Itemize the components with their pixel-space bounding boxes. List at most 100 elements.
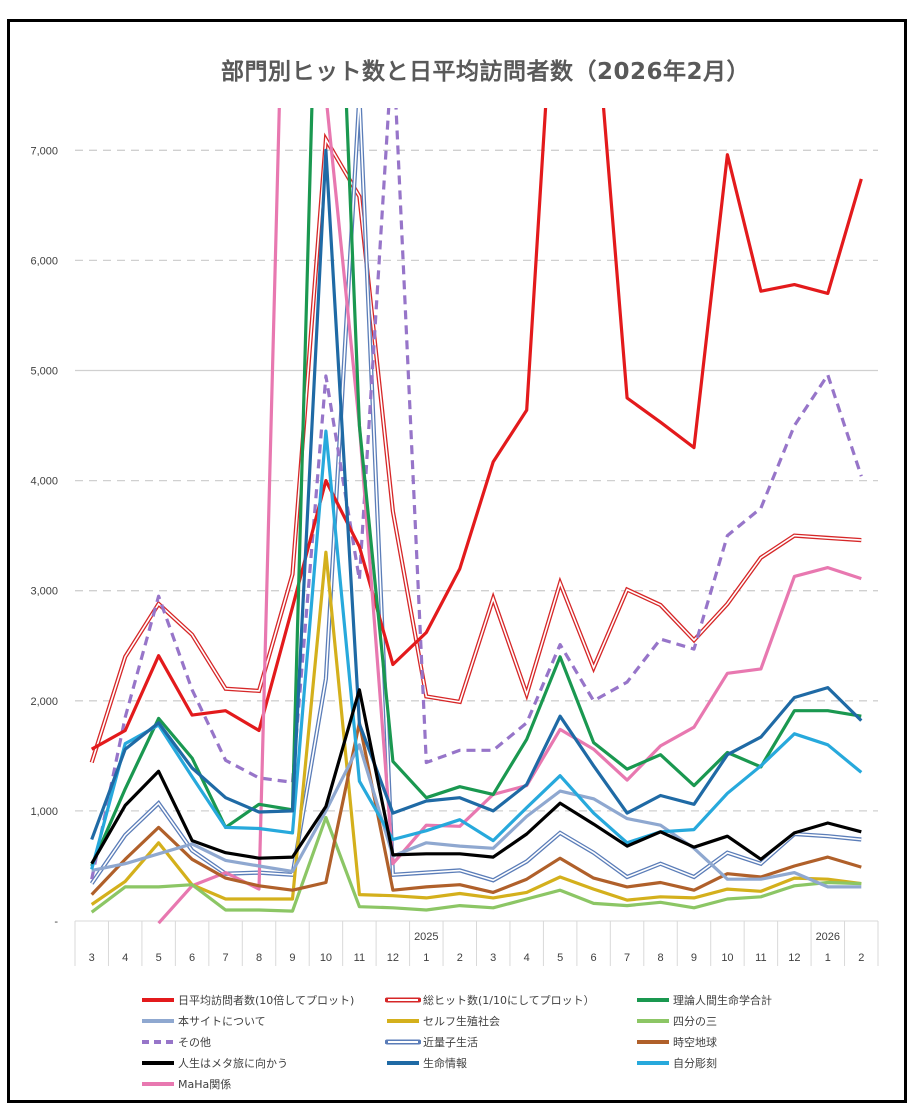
legend-label: 人生はメタ旅に向かう [178,1057,288,1070]
legend-swatch [637,998,669,1002]
series-line [90,815,862,914]
y-tick-label: 7,000 [30,145,58,157]
legend-swatch [637,1019,669,1023]
legend-swatch [387,1019,419,1023]
legend-label: その他 [178,1036,211,1049]
y-tick-label: - [54,916,58,928]
legend-swatch [142,1082,174,1086]
series-line-outer [89,108,862,885]
legend-swatch [387,1061,419,1065]
y-axis: - 1,000 2,000 3,000 4,000 5,000 6,000 7,000 [30,145,58,928]
x-tick-label: 7 [624,952,630,964]
legend-item: セルフ生殖社会 [385,1011,500,1031]
x-tick-label: 8 [657,952,663,964]
y-tick-label: 4,000 [30,476,58,488]
legend-label: 時空地球 [673,1036,717,1049]
x-tick-label: 11 [755,952,766,964]
y-tick-label: 2,000 [30,696,58,708]
x-tick-label: 5 [156,952,162,964]
x-tick-label: 9 [289,952,295,964]
series-7 [89,108,862,885]
x-tick-label: 4 [122,952,128,964]
series-10 [90,148,863,841]
x-tick-label: 6 [591,952,597,964]
x-tick-label: 10 [320,952,332,964]
y-tick-label: 5,000 [30,366,58,378]
legend-swatch [142,1061,174,1065]
x-tick-label: 4 [524,952,530,964]
series-0 [90,108,863,751]
y-tick-label: 6,000 [30,255,58,267]
series-line [90,721,862,896]
legend-label: 理論人間生命学合計 [673,994,772,1007]
x-tick-label: 1 [825,952,831,964]
legend-swatch [142,998,174,1002]
x-tick-label: 5 [557,952,563,964]
series-line-inner [91,108,862,885]
series-line [90,550,862,906]
series-line [90,108,863,880]
x-tick-label: 8 [256,952,262,964]
legend-item: 本サイトについて [140,1011,266,1031]
legend-label: MaHa関係 [178,1078,232,1091]
x-tick-label: 3 [490,952,496,964]
x-tick-label: 9 [691,952,697,964]
series-3 [91,743,862,889]
x-tick-label: 7 [223,952,229,964]
legend-item: 人生はメタ旅に向かう [140,1053,288,1073]
series-11 [90,429,863,870]
legend-item: その他 [140,1032,211,1052]
legend-item: 近量子生活 [385,1032,478,1052]
x-tick-label: 2 [858,952,864,964]
legend-label: 総ヒット数(1/10にしてプロット） [423,994,595,1007]
x-tick-label: 11 [354,952,365,964]
x-tick-label: 6 [189,952,195,964]
x-year-label: 2025 [414,931,438,943]
series-line [90,108,863,751]
legend-swatch [385,1039,421,1045]
x-tick-label: 12 [387,952,399,964]
legend-item: 自分彫刻 [635,1053,717,1073]
series-line [90,688,862,865]
series-12 [157,108,862,925]
series-line [157,108,862,925]
legend-swatch [385,997,421,1003]
legend-label: 日平均訪問者数(10倍してプロット) [178,994,355,1007]
y-tick-label: 3,000 [30,586,58,598]
legend-item: 時空地球 [635,1032,717,1052]
series-1 [89,132,862,764]
series-2 [90,108,862,867]
series-9 [90,688,862,865]
legend-item: 日平均訪問者数(10倍してプロット) [140,990,354,1010]
legend-swatch [637,1040,669,1044]
legend-item: 四分の三 [635,1011,717,1031]
x-year-label: 2026 [816,931,840,943]
legend-label: セルフ生殖社会 [423,1015,500,1028]
series-line [90,429,863,870]
chart-title: 部門別ヒット数と日平均訪問者数（2026年2月） [220,59,751,85]
series-line [90,148,863,841]
series-8 [90,721,862,896]
series-line-inner [90,136,862,763]
legend-item: MaHa関係 [140,1074,231,1094]
legend-label: 四分の三 [673,1015,717,1028]
series-lines [89,108,863,925]
x-tick-label: 10 [721,952,733,964]
legend-label: 本サイトについて [178,1015,266,1028]
x-tick-label: 2 [457,952,463,964]
series-5 [90,815,862,914]
legend-item: 総ヒット数(1/10にしてプロット） [385,990,595,1010]
x-tick-label: 3 [89,952,95,964]
series-line [91,743,862,889]
x-tick-label: 12 [788,952,800,964]
legend-swatch [142,1019,174,1023]
legend-item: 理論人間生命学合計 [635,990,772,1010]
legend-label: 生命情報 [423,1057,467,1070]
legend-label: 自分彫刻 [673,1057,717,1070]
y-tick-label: 1,000 [30,806,58,818]
legend-item: 生命情報 [385,1053,467,1073]
legend-swatch [637,1061,669,1065]
legend-label: 近量子生活 [423,1036,478,1049]
